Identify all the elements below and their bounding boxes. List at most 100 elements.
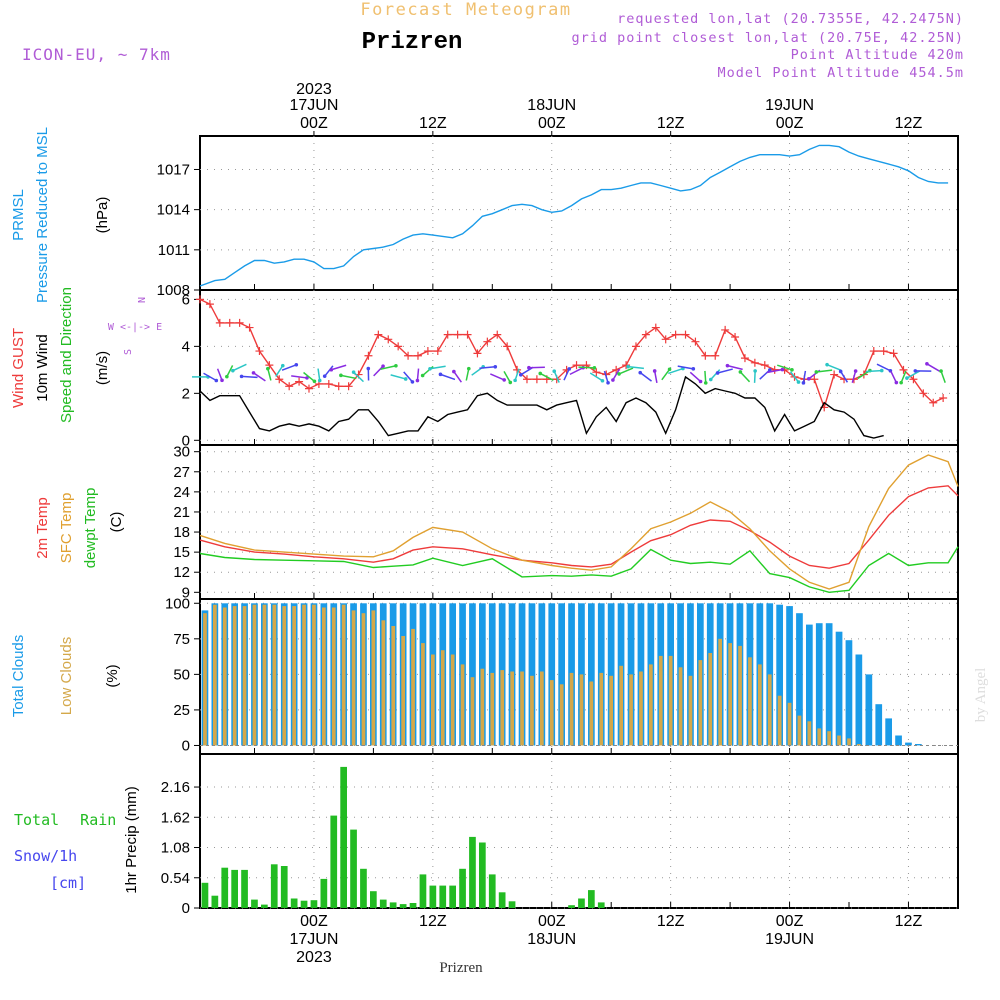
wind-arrow-head [329,367,334,372]
gust-marker [532,375,541,384]
bar-total-clouds [469,603,476,746]
wind-arrow [717,368,733,374]
sfc-label: SFC Temp [58,493,75,564]
wind-arrow-head [513,378,517,383]
y-tick-label: 0 [182,432,190,449]
prmsl-label: PRMSL [10,189,27,241]
wind-arrow [759,369,771,380]
bar-low-clouds [322,607,326,746]
y-tick-label: 21 [173,504,190,521]
top-time-label: 00Z [300,115,328,132]
wind-arrow [203,372,217,382]
wind-arrow [578,366,595,369]
bar-total-clouds [915,744,922,746]
bar-total-clouds [865,674,873,746]
gust-marker [740,354,749,363]
bar-total-rain [310,900,318,908]
wind-arrow-head [806,377,811,381]
wind-arrow-head [466,366,471,371]
bar-low-clouds [203,613,207,746]
series-line-2m-temp [199,485,959,569]
wind-arrow-head [708,377,713,382]
bar-total-clouds [607,603,615,746]
bar-total-rain [439,885,447,908]
bar-low-clouds [817,728,822,746]
bar-total-rain [270,864,278,908]
top-time-label: 00Z [538,115,566,132]
wind-arrow-head [703,381,708,385]
bar-low-clouds [450,654,455,746]
gust-marker [701,351,710,360]
bar-total-clouds [796,613,803,746]
top-year-label: 2023 [296,81,332,98]
top-time-label: 12Z [657,115,685,132]
bar-low-clouds [490,672,495,746]
bar-low-clouds [738,645,742,746]
bar-total-rain [597,902,605,908]
gust-marker [731,332,740,341]
gust-marker [344,382,353,391]
series-line-10m-wind [199,375,884,439]
y-tick-label: 4 [182,338,190,355]
bar-low-clouds [530,675,534,746]
wind-arrow [317,368,321,381]
y-tick-label: 6 [182,291,190,308]
snow-label: Snow/1h [14,847,77,865]
bar-low-clouds [470,677,475,746]
gust-marker [661,335,670,344]
bar-low-clouds [668,655,673,746]
bar-total-clouds [528,603,536,746]
bar-low-clouds [718,638,722,746]
wind-arrow [653,370,658,383]
gust-marker [810,375,819,384]
bar-low-clouds [619,665,623,746]
bar-low-clouds [807,721,812,746]
bar-total-clouds [786,606,793,746]
bar-low-clouds [341,604,346,746]
footer-location: Prizren [439,960,483,976]
gust-marker [473,349,482,358]
credit-watermark: by Angel [973,668,989,723]
compass-we: W <-|-> E [108,322,162,333]
bar-total-rain [211,895,219,908]
gust-marker [939,394,948,403]
wind-arrow [553,370,560,383]
chart-title: Forecast Meteogram [360,0,571,20]
gust-marker [235,318,244,327]
gust-marker [592,368,601,377]
wind-arrow-head [508,380,513,385]
wind-arrow-head [667,367,672,372]
wind-arrow [373,365,384,377]
bar-low-clouds [440,650,445,746]
bar-total-rain [350,829,357,908]
gust-marker [919,389,928,398]
wind-arrow-head [652,369,657,373]
wind-arrow [876,363,891,372]
wind-arrow-head [725,363,730,368]
gust-marker [255,347,264,356]
bar-low-clouds [549,680,554,746]
bar-low-clouds [589,681,594,746]
bar-total-rain [379,899,387,908]
bar-total-rain [419,874,427,908]
model-altitude: Model Point Altitude 454.5m [718,65,964,81]
bar-total-rain [201,882,209,908]
bottom-date-label: 19JUN [765,931,814,948]
bar-low-clouds [222,607,227,746]
model-label: ICON-EU, ~ 7km [22,45,171,64]
wind-arrow-head [312,379,317,384]
wind-arrow-head [225,374,229,379]
y-tick-label: 15 [173,544,190,561]
bar-total-rain [221,867,229,908]
point-altitude: Point Altitude 420m [791,47,964,63]
bar-total-rain [508,901,516,908]
wind-arrow-head [305,376,309,380]
bottom-time-label: 00Z [538,913,566,930]
wind-arrow [890,370,898,383]
gust-marker [404,351,413,360]
wind-arrow-head [825,362,829,367]
gust-marker [889,349,898,358]
wind-arrow [416,368,420,381]
gust-marker [631,342,640,351]
bar-total-clouds [558,603,565,746]
